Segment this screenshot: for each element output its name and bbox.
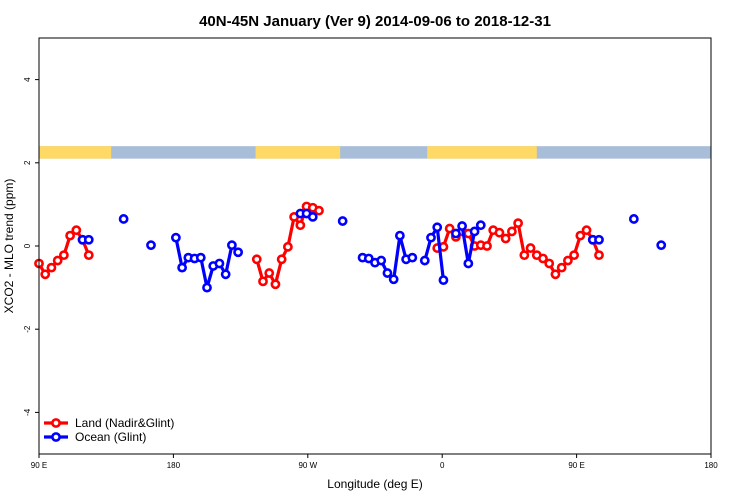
series-1-point-6-1 — [363, 253, 374, 264]
y-tick-label-4: 4 — [23, 77, 32, 82]
legend-label-0: Land (Nadir&Glint) — [75, 416, 174, 430]
series-0-point-1-5 — [282, 241, 293, 252]
series-1-point-3-7 — [214, 258, 225, 269]
series-layer — [34, 201, 667, 293]
legend-marker-1 — [51, 432, 61, 442]
series-1-point-4-2 — [307, 211, 318, 222]
series-0-point-2-15 — [525, 243, 536, 253]
series-0-point-0-6 — [71, 225, 82, 236]
series-0-point-2-24 — [581, 225, 592, 236]
legend-label-1: Ocean (Glint) — [75, 430, 146, 444]
series-1-point-7-3 — [438, 275, 449, 286]
series-0-point-2-14 — [519, 250, 530, 261]
series-0-point-2-22 — [569, 250, 580, 261]
series-1-point-6-4 — [382, 268, 393, 278]
series-1-point-2-0 — [146, 240, 156, 251]
series-0-point-2-12 — [506, 226, 517, 237]
series-0-point-1-4 — [276, 254, 287, 265]
series-0-point-0-5 — [65, 230, 76, 241]
series-0-point-0-4 — [58, 250, 69, 261]
x-tick-label-4: 90 E — [568, 461, 584, 470]
series-0-point-0-3 — [52, 255, 63, 266]
series-1-point-8-2 — [463, 258, 474, 269]
series-0-point-0-8 — [83, 250, 94, 261]
y-tick-label-2: 0 — [23, 243, 32, 248]
series-1-point-3-10 — [233, 247, 244, 258]
series-1-point-7-0 — [419, 255, 430, 266]
legend: Land (Nadir&Glint)Ocean (Glint) — [44, 416, 174, 444]
series-1-point-0-1 — [83, 234, 94, 245]
series-0-point-2-13 — [513, 218, 524, 229]
series-1-point-3-4 — [195, 252, 206, 263]
series-0-point-2-8 — [482, 241, 492, 251]
series-0-point-0-2 — [46, 262, 57, 273]
series-0-point-1-2 — [264, 268, 275, 278]
series-0-point-1-0 — [251, 254, 262, 265]
series-0-point-2-18 — [544, 258, 555, 269]
series-1-point-8-3 — [469, 226, 480, 237]
series-1-point-8-0 — [450, 228, 461, 239]
band-land-0 — [39, 146, 112, 159]
x-axis-label: Longitude (deg E) — [327, 477, 422, 491]
series-1-point-6-3 — [376, 255, 387, 266]
band-land-1 — [255, 146, 341, 159]
series-1-point-8-1 — [457, 221, 468, 231]
series-1-point-3-1 — [177, 262, 188, 273]
series-0-point-2-20 — [556, 262, 567, 273]
series-1-point-1-0 — [118, 214, 129, 224]
series-1-point-7-2 — [432, 222, 443, 233]
series-0-point-2-26 — [594, 250, 604, 261]
series-1-point-3-5 — [202, 282, 212, 293]
plot-frame — [38, 37, 712, 455]
series-1-point-3-9 — [226, 240, 237, 251]
y-axis-label: XCO2 - MLO trend (ppm) — [2, 179, 16, 314]
y-tick-label-0: -4 — [23, 408, 32, 416]
series-1-line-7 — [423, 225, 445, 281]
land-ocean-band — [39, 146, 711, 159]
series-1-point-3-0 — [170, 232, 181, 243]
series-0-point-1-7 — [295, 220, 306, 231]
x-tick-label-0: 90 E — [31, 461, 47, 470]
series-1-point-5-0 — [337, 216, 348, 226]
series-0-point-0-1 — [40, 269, 51, 280]
series-0-point-2-21 — [562, 255, 573, 266]
series-1-point-7-1 — [426, 232, 436, 243]
series-1-point-6-5 — [388, 274, 399, 285]
series-1-point-10-0 — [628, 214, 639, 224]
y-tick-label-3: 2 — [23, 160, 32, 165]
series-1-point-8-4 — [475, 220, 486, 231]
x-tick-label-5: 180 — [704, 461, 718, 470]
series-0-point-2-2 — [444, 223, 455, 234]
series-0-point-1-3 — [270, 279, 281, 290]
series-0-point-2-10 — [494, 227, 505, 238]
band-ocean — [39, 146, 711, 159]
series-0-point-1-10 — [314, 205, 324, 216]
chart-title: 40N-45N January (Ver 9) 2014-09-06 to 20… — [199, 13, 551, 30]
x-tick-label-3: 0 — [440, 461, 445, 470]
series-1-point-6-8 — [407, 252, 418, 263]
series-1-point-3-8 — [220, 269, 231, 280]
band-land-2 — [427, 146, 537, 159]
x-axis: 90 E 180 90 W 0 90 E 180 — [31, 454, 718, 470]
y-tick-label-1: -2 — [23, 325, 32, 333]
series-1 — [77, 208, 667, 293]
y-axis: -4 -2 0 2 4 — [23, 77, 39, 416]
series-0-point-2-23 — [575, 230, 586, 241]
x-tick-label-1: 180 — [167, 461, 181, 470]
series-1-point-9-1 — [594, 234, 604, 245]
series-1-point-11-0 — [656, 240, 667, 251]
x-tick-label-2: 90 W — [298, 461, 317, 470]
series-0-point-2-11 — [500, 233, 511, 244]
series-0-point-2-17 — [538, 253, 548, 264]
legend-marker-0 — [51, 418, 61, 428]
series-0-point-1-1 — [258, 276, 268, 287]
series-1-point-6-6 — [394, 230, 405, 241]
series-0-point-2-19 — [550, 269, 561, 280]
